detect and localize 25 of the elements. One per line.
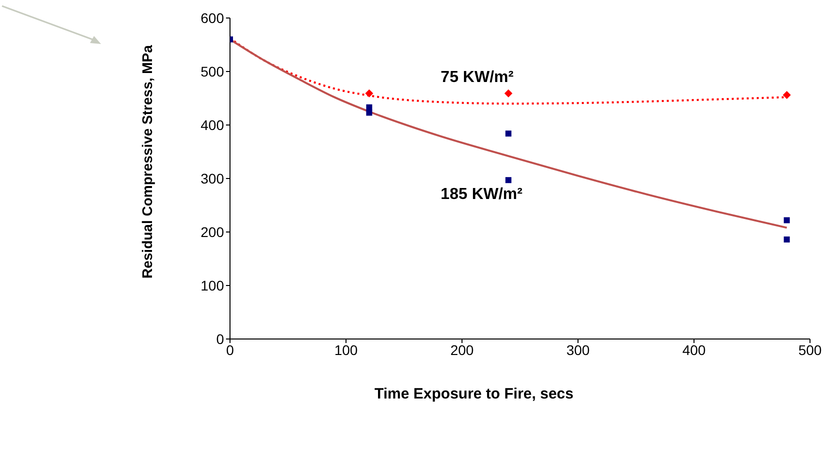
x-tick-label: 300 — [566, 342, 590, 358]
x-axis-title: Time Exposure to Fire, secs — [374, 386, 574, 403]
x-tick-label: 100 — [334, 342, 358, 358]
point — [784, 217, 790, 224]
series-label: 75 KW/m² — [440, 68, 514, 87]
y-tick-label: 0 — [216, 330, 224, 347]
y-tick-label: 100 — [200, 277, 224, 294]
x-tick-label: 200 — [450, 342, 474, 358]
y-axis-title: Residual Compressive Stress, MPa — [138, 44, 155, 278]
point — [505, 130, 512, 137]
x-tick-label: 0 — [226, 342, 234, 358]
x-tick-label: 400 — [682, 342, 706, 358]
y-tick-label: 300 — [200, 170, 224, 186]
point — [782, 91, 791, 100]
x-tick-label: 500 — [798, 342, 822, 358]
y-tick-label: 500 — [200, 63, 224, 80]
point — [366, 110, 372, 116]
y-tick-label: 600 — [200, 10, 224, 26]
point — [504, 89, 512, 98]
series-label: 185 KW/m² — [440, 186, 522, 204]
point — [505, 177, 512, 184]
point — [365, 89, 374, 98]
point — [784, 236, 790, 242]
y-tick-label: 200 — [200, 224, 224, 240]
y-tick-label: 400 — [200, 116, 224, 133]
